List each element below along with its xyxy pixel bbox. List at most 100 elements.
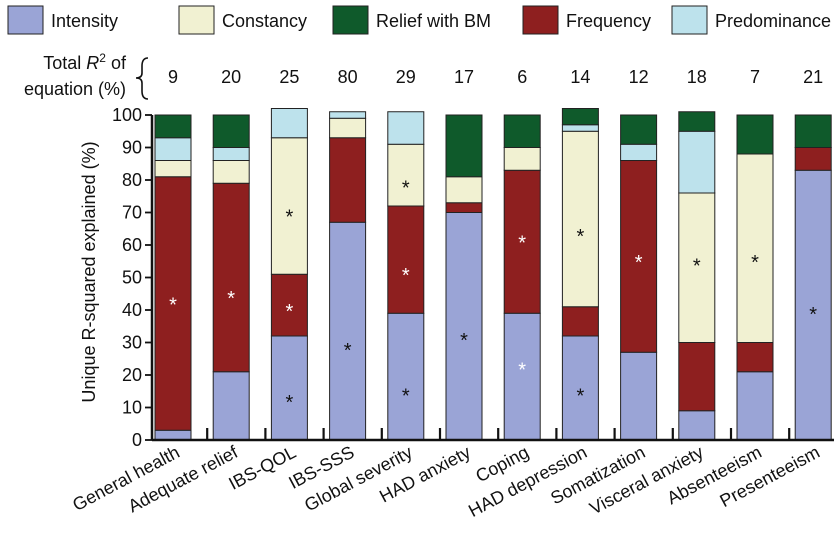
bar-segment-predominance <box>329 111 367 119</box>
total-r2-value: 6 <box>517 67 527 87</box>
y-tick-label: 40 <box>122 300 142 320</box>
y-tick-label: 80 <box>122 170 142 190</box>
bar-segment-frequency <box>387 205 425 314</box>
significance-marker: * <box>635 252 643 274</box>
legend: Intensity Constancy Relief with BM Frequenc… <box>7 5 831 35</box>
bars <box>154 108 832 441</box>
significance-marker: * <box>402 385 410 407</box>
bar-segment-relief-with-bm <box>678 111 716 132</box>
legend-swatch-relief-with-bm <box>332 5 369 35</box>
total-r2-value: 18 <box>687 67 707 87</box>
significance-marks: * * * * * * * * * * * * * * * * * * <box>169 177 817 414</box>
significance-marker: * <box>286 392 294 414</box>
bar-segment-relief-with-bm <box>445 114 483 178</box>
y-axis-label: Unique R-squared explained (%) <box>79 141 99 402</box>
bar-segment-intensity <box>270 335 308 441</box>
bar-segment-frequency <box>503 169 541 314</box>
legend-swatch-constancy <box>178 5 215 35</box>
significance-marker: * <box>402 265 410 287</box>
y-tick-label: 60 <box>122 235 142 255</box>
total-r2-value: 25 <box>279 67 299 87</box>
bar-segment-relief-with-bm <box>561 108 599 126</box>
significance-marker: * <box>809 304 817 326</box>
total-r2-row: Total R2 of equation (%) 9 20 25 80 29 17 6 14 1… <box>24 51 823 100</box>
bar-segment-intensity <box>620 351 658 441</box>
legend-label-constancy: Constancy <box>222 11 307 31</box>
bar-segment-frequency <box>620 160 658 353</box>
legend-label-predominance: Predominance <box>715 11 831 31</box>
bar-segment-intensity <box>329 221 367 441</box>
bar-segment-constancy <box>445 176 483 204</box>
bar-segment-predominance <box>620 143 658 161</box>
total-r2-label-line2: equation (%) <box>24 79 126 99</box>
bar-segment-predominance <box>678 130 716 194</box>
bar-segment-frequency <box>212 182 250 373</box>
bar-segment-intensity <box>561 335 599 441</box>
bar-segment-relief-with-bm <box>736 114 774 155</box>
bar-segment-relief-with-bm <box>212 114 250 148</box>
bar-segment-constancy <box>212 160 250 184</box>
bar-segment-constancy <box>503 147 541 171</box>
total-r2-brace <box>135 57 149 100</box>
significance-marker: * <box>344 340 352 362</box>
bar-segment-intensity <box>154 429 192 441</box>
significance-marker: * <box>227 288 235 310</box>
y-tick-label: 70 <box>122 203 142 223</box>
bar-segment-constancy <box>561 130 599 308</box>
bar-segment-predominance <box>561 124 599 132</box>
legend-label-intensity: Intensity <box>51 11 118 31</box>
bar-segment-frequency <box>561 306 599 337</box>
bar-segment-predominance <box>387 111 425 145</box>
bar-segment-predominance <box>154 137 192 161</box>
legend-swatch-predominance <box>671 5 708 35</box>
bar-segment-relief-with-bm <box>620 114 658 145</box>
bar-segment-frequency <box>794 147 832 171</box>
total-r2-value: 29 <box>396 67 416 87</box>
bar-segment-frequency <box>736 342 774 373</box>
bar-segment-intensity <box>736 371 774 441</box>
bar-segment-intensity <box>212 371 250 441</box>
bar-segment-frequency <box>678 342 716 412</box>
total-r2-value: 80 <box>338 67 358 87</box>
bar-segment-intensity <box>387 312 425 441</box>
bar-segment-relief-with-bm <box>794 114 832 148</box>
bar-segment-frequency <box>154 176 192 431</box>
significance-marker: * <box>169 294 177 316</box>
significance-marker: * <box>286 301 294 323</box>
legend-label-frequency: Frequency <box>566 11 651 31</box>
bar-segment-frequency <box>445 202 483 213</box>
legend-label-relief-with-bm: Relief with BM <box>376 11 491 31</box>
significance-marker: * <box>286 207 294 229</box>
bar-segment-frequency <box>329 137 367 223</box>
y-tick-label: 100 <box>112 105 142 125</box>
bar-segment-intensity <box>445 212 483 441</box>
legend-swatch-intensity <box>7 5 44 35</box>
bar-segment-intensity <box>678 410 716 441</box>
y-tick-label: 0 <box>132 430 142 450</box>
bar-segment-relief-with-bm <box>503 114 541 148</box>
y-tick-label: 30 <box>122 333 142 353</box>
significance-marker: * <box>693 255 701 277</box>
bar-segment-relief-with-bm <box>154 114 192 139</box>
y-tick-label: 20 <box>122 365 142 385</box>
total-r2-label-line1: Total R2 of <box>43 51 127 73</box>
bar-segment-constancy <box>329 117 367 139</box>
y-axis: 0 10 20 30 40 50 60 70 80 90 100 <box>112 105 154 450</box>
bar-segment-predominance <box>212 147 250 161</box>
significance-marker: * <box>751 252 759 274</box>
total-r2-value: 20 <box>221 67 241 87</box>
significance-marker: * <box>460 330 468 352</box>
y-tick-label: 90 <box>122 138 142 158</box>
total-r2-value: 21 <box>803 67 823 87</box>
total-r2-value: 17 <box>454 67 474 87</box>
x-tick-label-ibs-qol: IBS-QOL <box>225 442 299 494</box>
significance-marker: * <box>402 177 410 199</box>
significance-marker: * <box>577 226 585 248</box>
total-r2-value: 9 <box>168 67 178 87</box>
legend-swatch-frequency <box>522 5 559 35</box>
total-r2-value: 14 <box>570 67 590 87</box>
total-r2-value: 7 <box>750 67 760 87</box>
bar-segment-intensity <box>794 169 832 441</box>
